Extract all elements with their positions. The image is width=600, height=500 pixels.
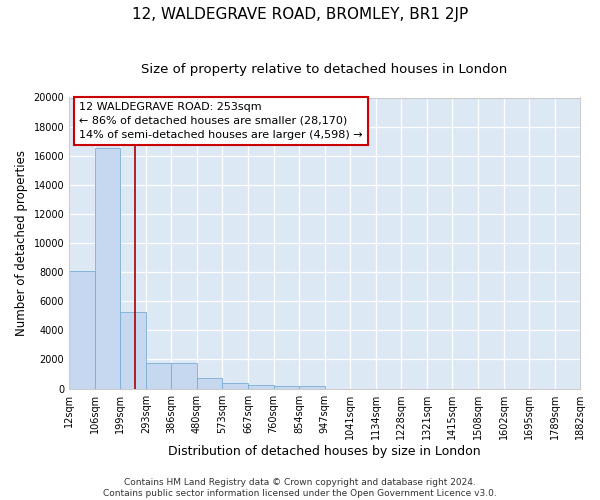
Text: 12, WALDEGRAVE ROAD, BROMLEY, BR1 2JP: 12, WALDEGRAVE ROAD, BROMLEY, BR1 2JP [132, 8, 468, 22]
Text: Contains HM Land Registry data © Crown copyright and database right 2024.
Contai: Contains HM Land Registry data © Crown c… [103, 478, 497, 498]
Bar [172, 363, 197, 388]
Bar [95, 148, 120, 388]
X-axis label: Distribution of detached houses by size in London: Distribution of detached houses by size … [168, 444, 481, 458]
Text: 12 WALDEGRAVE ROAD: 253sqm
← 86% of detached houses are smaller (28,170)
14% of : 12 WALDEGRAVE ROAD: 253sqm ← 86% of deta… [79, 102, 363, 140]
Bar [146, 363, 172, 388]
Title: Size of property relative to detached houses in London: Size of property relative to detached ho… [142, 62, 508, 76]
Bar [299, 386, 325, 388]
Y-axis label: Number of detached properties: Number of detached properties [15, 150, 28, 336]
Bar [69, 272, 95, 388]
Bar [197, 378, 223, 388]
Bar [120, 312, 146, 388]
Bar [223, 384, 248, 388]
Bar [248, 385, 274, 388]
Bar [274, 386, 299, 388]
